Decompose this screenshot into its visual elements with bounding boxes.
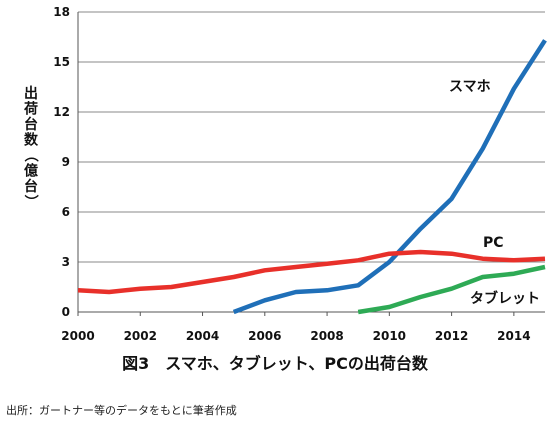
x-tick-label: 2014 bbox=[497, 329, 530, 343]
gridlines bbox=[78, 11, 545, 263]
source-note: 出所：ガートナー等のデータをもとに筆者作成 bbox=[6, 404, 237, 417]
chart-title: 図3 スマホ、タブレット、PCの出荷台数 bbox=[122, 354, 428, 373]
x-tick-label: 2010 bbox=[373, 329, 406, 343]
y-tick-label: 0 bbox=[62, 305, 70, 319]
series-labels: スマホ PC タブレット bbox=[449, 79, 540, 307]
series-label: スマホ bbox=[449, 79, 491, 95]
y-axis-label-char: 数 bbox=[24, 132, 39, 149]
y-tick-label: 6 bbox=[62, 205, 70, 219]
x-tick-label: 2004 bbox=[186, 329, 219, 343]
y-tick-label: 15 bbox=[53, 55, 70, 69]
y-axis-label-char: 台 bbox=[24, 116, 38, 133]
series-line-PC bbox=[77, 249, 546, 295]
series-label: タブレット bbox=[470, 290, 540, 307]
series-label: PC bbox=[483, 235, 504, 251]
y-tick-label: 3 bbox=[62, 255, 70, 269]
x-tick-label: 2000 bbox=[61, 329, 94, 343]
y-axis-label-char: 台 bbox=[24, 178, 38, 195]
y-axis-label-char: 荷 bbox=[23, 101, 38, 118]
y-axis-label-char: 億 bbox=[24, 163, 38, 180]
y-axis-label-char: 出 bbox=[24, 85, 38, 102]
y-tick-label: 12 bbox=[53, 105, 70, 119]
axes: 0 3 6 9 12 15 18 2000 2002 2004 2006 2008 2010 2012 20… bbox=[53, 5, 545, 343]
series-line-タブレット bbox=[357, 264, 546, 315]
y-tick-label: 9 bbox=[62, 155, 70, 169]
series-line-スマホ bbox=[232, 39, 547, 315]
x-tick-label: 2002 bbox=[124, 329, 157, 343]
x-tick-label: 2008 bbox=[310, 329, 343, 343]
y-axis-label-char: ） bbox=[22, 195, 38, 209]
x-tick-label: 2012 bbox=[435, 329, 468, 343]
x-tick-label: 2006 bbox=[248, 329, 281, 343]
series-lines bbox=[77, 39, 547, 315]
y-axis-label: 出荷台数（億台） bbox=[22, 85, 39, 209]
y-tick-label: 18 bbox=[53, 5, 70, 19]
y-axis-label-char: （ bbox=[22, 148, 38, 162]
